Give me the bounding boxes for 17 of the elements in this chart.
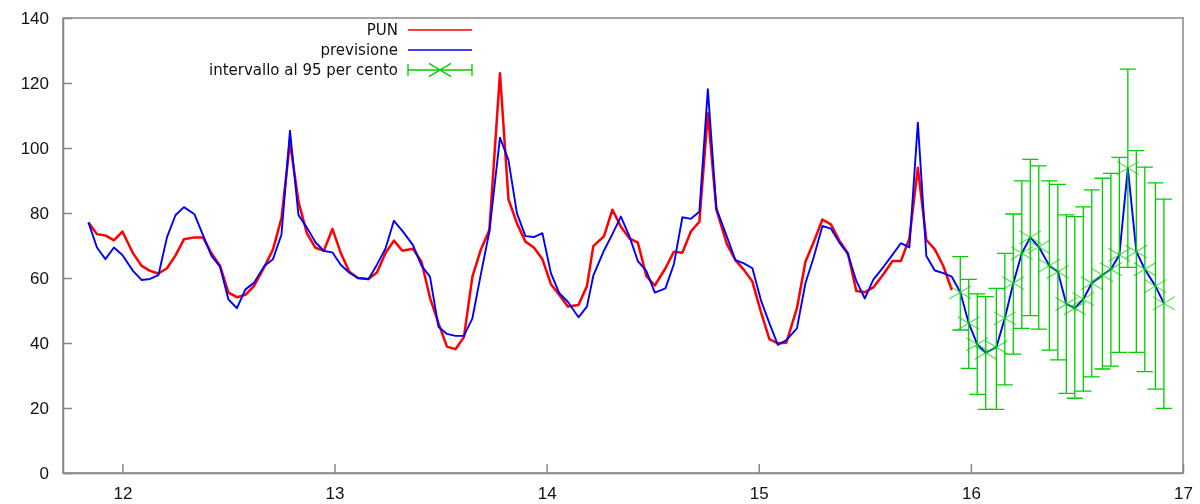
legend-label: PUN (366, 21, 398, 39)
y-tick-label: 140 (20, 8, 49, 28)
x-tick-label: 14 (537, 484, 557, 504)
y-tick-label: 20 (30, 398, 49, 418)
y-tick-label: 0 (39, 463, 49, 483)
x-tick-label: 12 (113, 484, 133, 504)
y-tick-label: 100 (20, 138, 49, 158)
y-tick-label: 120 (20, 73, 49, 93)
x-tick-label: 15 (749, 484, 769, 504)
x-tick-label: 16 (961, 484, 981, 504)
y-tick-label: 40 (30, 333, 49, 353)
x-tick-label: 13 (325, 484, 345, 504)
y-tick-label: 80 (30, 203, 49, 223)
legend-label: intervallo al 95 per cento (208, 61, 398, 79)
y-tick-label: 60 (30, 268, 49, 288)
legend-label: previsione (320, 41, 398, 59)
x-tick-label: 17 (1174, 484, 1193, 504)
